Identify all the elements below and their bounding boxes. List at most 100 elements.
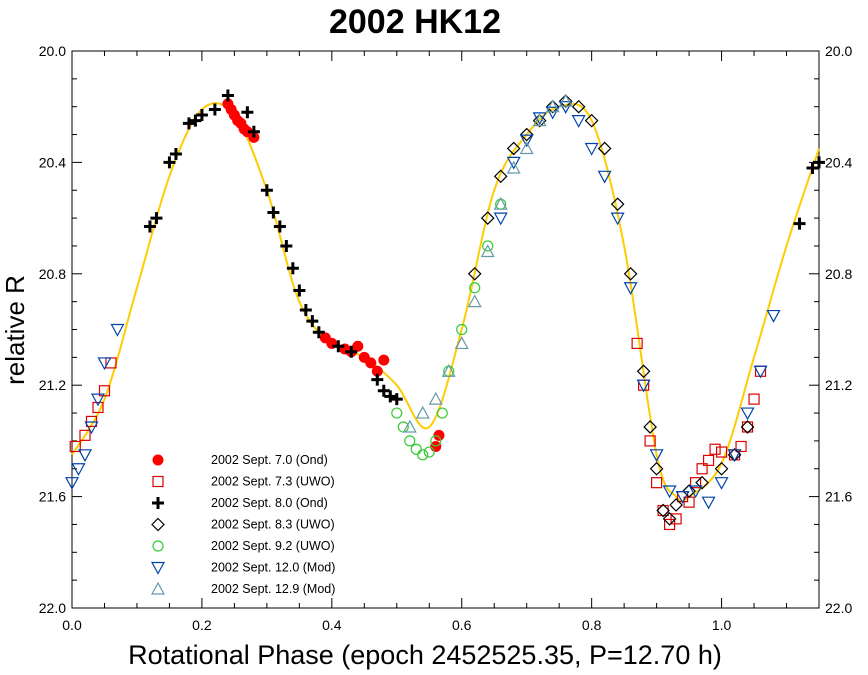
data-point-series-1 (79, 429, 91, 441)
data-point-series-5 (714, 477, 729, 490)
data-point-series-1 (702, 454, 715, 466)
data-point-series-4 (469, 282, 481, 294)
data-point-series-2 (221, 89, 234, 102)
data-point-series-0 (365, 357, 377, 369)
data-point-series-1 (98, 385, 111, 397)
data-point-series-5 (662, 485, 677, 499)
data-point-series-5 (597, 170, 612, 184)
x-axis-label: Rotational Phase (epoch 2452525.35, P=12… (128, 640, 722, 670)
data-point-series-3 (584, 113, 599, 128)
data-point-series-5 (493, 212, 508, 226)
data-point-series-0 (378, 354, 390, 366)
y-tick-label-left: 21.2 (39, 377, 66, 393)
data-point-series-0 (433, 429, 445, 441)
data-point-series-4 (391, 407, 403, 419)
fit-curve (71, 102, 820, 503)
data-point-series-2 (286, 262, 299, 275)
data-point-series-3 (558, 94, 573, 108)
data-point-series-2 (182, 117, 195, 130)
data-point-series-5 (753, 365, 768, 379)
y-tick-label-right: 20.8 (825, 266, 852, 282)
data-points (64, 89, 825, 531)
data-point-series-4 (482, 240, 494, 252)
data-point-series-2 (306, 315, 319, 328)
data-point-series-6 (441, 364, 456, 377)
y-tick-label-right: 21.2 (825, 377, 852, 393)
legend-label: 2002 Sept. 7.0 (Ond) (211, 453, 328, 467)
legend: 2002 Sept. 7.0 (Ond) 2002 Sept. 7.3 (UWO)… (150, 453, 335, 596)
y-tick-label-left: 20.8 (39, 266, 66, 282)
legend-marker (152, 497, 164, 509)
data-point-series-3 (714, 461, 729, 476)
legend-marker (150, 581, 166, 595)
legend-label: 2002 Sept. 12.0 (Mod) (211, 561, 335, 575)
legend-marker (152, 454, 164, 466)
data-point-series-5 (71, 463, 86, 477)
x-tick-label: 0.6 (452, 617, 472, 633)
data-point-series-2 (273, 220, 286, 233)
data-point-series-3 (636, 364, 651, 379)
data-point-series-2 (312, 326, 325, 339)
data-point-series-3 (597, 141, 612, 156)
data-point-series-5 (532, 112, 547, 126)
data-point-series-2 (143, 220, 156, 233)
data-point-series-4 (423, 446, 435, 458)
data-point-series-6 (532, 113, 547, 127)
data-point-series-2 (377, 384, 390, 397)
data-point-series-2 (813, 156, 825, 169)
data-point-series-3 (656, 503, 670, 518)
legend-label: 2002 Sept. 8.0 (Ond) (211, 496, 328, 510)
data-point-series-6 (545, 99, 560, 113)
data-point-series-4 (436, 407, 448, 419)
data-point-series-5 (110, 323, 125, 337)
data-point-series-1 (696, 463, 708, 475)
legend-marker (152, 540, 164, 552)
x-tick-label: 1.0 (712, 617, 732, 633)
data-point-series-1 (689, 477, 702, 489)
data-point-series-6 (454, 336, 469, 350)
data-point-series-1 (657, 504, 669, 517)
legend-label: 2002 Sept. 12.9 (Mod) (211, 582, 335, 596)
data-point-series-4 (456, 323, 468, 336)
data-point-series-5 (623, 282, 638, 295)
y-tick-label-right: 22.0 (825, 600, 852, 616)
data-point-series-3 (643, 420, 657, 434)
y-tick-label-left: 22.0 (39, 600, 66, 616)
data-point-series-3 (669, 498, 683, 512)
data-point-series-3 (467, 266, 482, 281)
data-point-series-6 (402, 419, 417, 433)
y-tick-label-left: 20.4 (39, 154, 66, 170)
data-point-series-1 (631, 337, 643, 350)
data-point-series-2 (332, 340, 345, 353)
data-point-series-1 (709, 443, 721, 455)
data-point-series-5 (77, 449, 93, 463)
y-tick-label-right: 20.4 (825, 154, 852, 170)
data-point-series-1 (670, 513, 682, 525)
data-point-series-2 (806, 161, 819, 174)
data-point-series-3 (727, 447, 742, 462)
data-point-series-3 (519, 127, 534, 142)
plot-frame (71, 50, 820, 609)
data-point-series-6 (506, 160, 521, 174)
y-axis-label: relative R (0, 275, 30, 385)
data-point-series-2 (189, 114, 202, 127)
data-point-series-3 (493, 169, 508, 184)
data-point-series-2 (384, 390, 397, 403)
data-point-series-5 (688, 485, 703, 499)
data-point-series-2 (163, 156, 176, 169)
data-point-series-4 (430, 435, 442, 447)
data-point-series-1 (69, 440, 81, 453)
x-tick-label: 0.0 (62, 617, 82, 633)
legend-marker (152, 475, 164, 488)
data-point-series-3 (571, 99, 586, 114)
x-tick-label: 0.4 (322, 617, 342, 633)
data-point-series-3 (623, 266, 638, 281)
data-point-series-1 (92, 401, 104, 414)
data-point-series-6 (467, 294, 482, 308)
data-point-series-1 (644, 435, 656, 447)
data-point-series-6 (428, 391, 443, 405)
legend-label: 2002 Sept. 7.3 (UWO) (211, 475, 335, 489)
data-point-series-2 (293, 284, 306, 297)
x-tick-label: 0.2 (192, 617, 212, 633)
x-tick-label: 0.8 (582, 617, 602, 633)
